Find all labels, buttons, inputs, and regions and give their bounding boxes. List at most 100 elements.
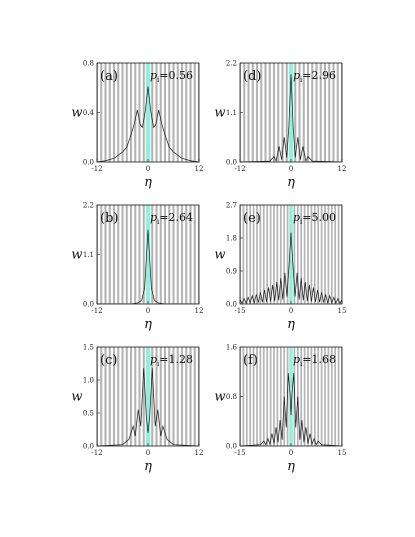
stripe	[129, 347, 133, 446]
x-axis-label: η	[287, 459, 295, 474]
stripe	[142, 63, 145, 162]
stripe	[163, 347, 167, 446]
stripe	[97, 347, 99, 446]
stripe	[294, 63, 297, 162]
stripe	[155, 347, 158, 446]
stripe	[252, 205, 255, 304]
stripe	[262, 347, 265, 446]
panel-f: -15 0 15 0.0 0.8 1.6 η w (f) pi=1.68	[214, 344, 346, 475]
y-tick-label: 1.6	[226, 344, 238, 352]
stripe	[334, 347, 337, 446]
stripe	[172, 347, 175, 446]
stripe	[327, 205, 330, 304]
stripe	[311, 63, 314, 162]
parameter-annotation: pi=1.28	[150, 353, 193, 368]
stripe	[172, 63, 175, 162]
stripe	[100, 205, 103, 304]
stripe	[281, 63, 284, 162]
x-axis-label: η	[144, 175, 152, 190]
stripe	[279, 205, 282, 304]
stripe	[273, 205, 275, 304]
stripe	[334, 205, 337, 304]
x-tick-label: 0	[289, 165, 293, 173]
y-tick-label: 0.0	[83, 301, 94, 309]
stripe	[269, 205, 272, 304]
stripe	[168, 205, 171, 304]
stripe	[260, 63, 263, 162]
stripe	[249, 347, 252, 446]
stripe	[264, 63, 267, 162]
stripe	[197, 63, 199, 162]
x-tick-label: 12	[195, 165, 204, 173]
stripe	[112, 205, 116, 304]
stripe	[302, 63, 305, 162]
stripe	[247, 63, 250, 162]
stripe	[117, 347, 120, 446]
y-tick-label: 1.1	[226, 109, 237, 117]
stripe	[193, 63, 196, 162]
stripe	[185, 63, 188, 162]
stripe	[330, 347, 333, 446]
stripe	[259, 205, 262, 304]
y-tick-label: 2.7	[226, 202, 237, 210]
stripe	[320, 205, 323, 304]
y-tick-label: 1.0	[83, 377, 94, 385]
stripe	[256, 347, 258, 446]
stripe	[92, 347, 94, 446]
stripe	[180, 205, 184, 304]
x-tick-label: 0	[146, 449, 150, 457]
stripe	[100, 63, 103, 162]
stripe	[283, 205, 286, 304]
stripe	[303, 205, 306, 304]
parameter-annotation: pi=2.96	[293, 69, 336, 84]
panel-b: -12 0 12 0.0 1.1 2.2 η w (b) pi=2.64	[71, 202, 204, 333]
stripe	[286, 205, 289, 304]
stripe	[313, 347, 316, 446]
y-tick-label: 0.8	[83, 60, 94, 68]
x-tick-label: -12	[91, 449, 102, 457]
stripe	[293, 205, 296, 304]
stripe	[341, 205, 342, 304]
x-tick-label: 0	[146, 307, 150, 315]
stripe	[112, 63, 116, 162]
stripe	[108, 63, 111, 162]
stripe	[112, 347, 116, 446]
stripe	[296, 205, 299, 304]
stripe	[176, 63, 179, 162]
stripe-pattern	[97, 63, 199, 162]
y-axis-label: w	[214, 248, 225, 263]
stripe	[255, 63, 259, 162]
stripe	[277, 63, 280, 162]
stripe	[307, 205, 309, 304]
stripe	[268, 63, 271, 162]
panel-label: (d)	[243, 69, 261, 84]
y-tick-label: 0.8	[226, 393, 237, 401]
stripe	[317, 205, 320, 304]
stripe	[125, 63, 128, 162]
stripe	[285, 63, 288, 162]
stripe	[315, 63, 318, 162]
stripe	[317, 347, 320, 446]
stripe	[189, 205, 192, 304]
central-band	[145, 205, 151, 304]
x-tick-label: 12	[195, 307, 204, 315]
stripe	[125, 205, 128, 304]
stripe	[319, 63, 322, 162]
stripe	[279, 347, 282, 446]
stripe	[108, 205, 111, 304]
stripe	[193, 205, 196, 304]
y-tick-label: 0.0	[83, 159, 94, 167]
stripe	[138, 63, 141, 162]
stripe	[151, 63, 154, 162]
x-tick-label: -12	[91, 307, 102, 315]
stripe	[313, 205, 316, 304]
panel-label: (c)	[100, 353, 117, 368]
stripe	[193, 347, 196, 446]
stripe	[272, 63, 276, 162]
y-axis-label: w	[71, 390, 82, 405]
data-line	[97, 368, 199, 446]
stripe	[327, 347, 330, 446]
stripe	[142, 347, 145, 446]
stripe	[176, 205, 179, 304]
